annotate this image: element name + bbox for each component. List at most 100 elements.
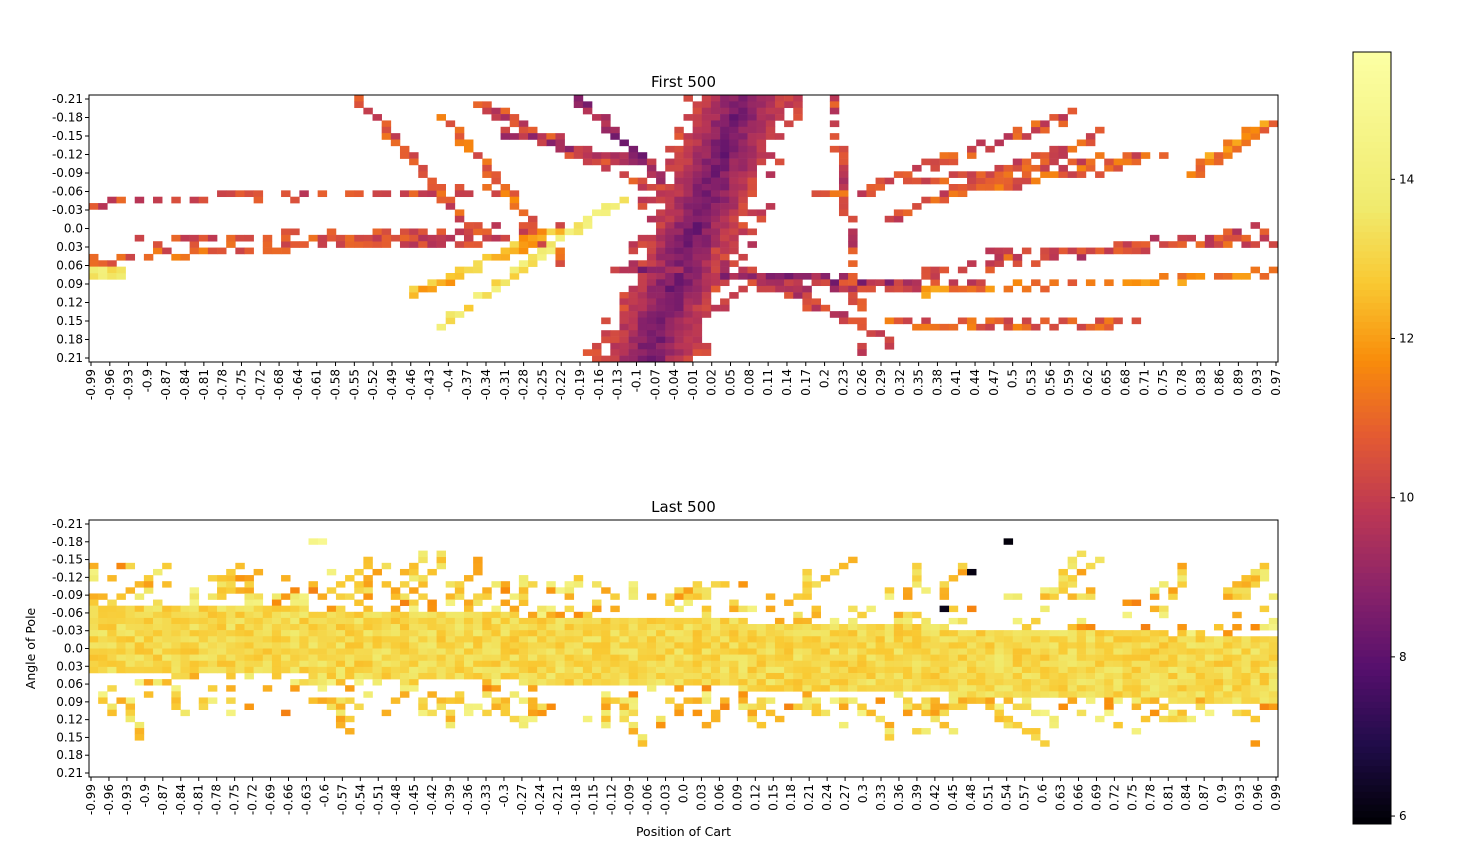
heatmap-cell — [1232, 691, 1242, 698]
heatmap-cell — [189, 617, 200, 625]
heatmap-cell — [573, 617, 584, 625]
colorbar-strip — [1353, 637, 1391, 645]
x-tick-label: -0.68 — [272, 369, 286, 400]
heatmap-cell — [354, 654, 364, 662]
heatmap-cell — [610, 152, 620, 159]
heatmap-cell — [829, 95, 840, 102]
heatmap-cell — [701, 126, 712, 134]
heatmap-cell — [427, 672, 437, 680]
heatmap-cell — [765, 630, 776, 637]
heatmap-cell — [1177, 660, 1187, 668]
heatmap-cell — [710, 215, 721, 223]
heatmap-cell — [637, 241, 648, 248]
heatmap-cell — [957, 648, 968, 655]
x-tick-label: -0.45 — [407, 784, 421, 815]
heatmap-cell — [939, 196, 950, 204]
colorbar-strip — [1353, 682, 1391, 690]
heatmap-cell — [153, 624, 163, 631]
heatmap-cell — [363, 234, 373, 242]
heatmap-cell — [409, 228, 419, 236]
heatmap-cell — [820, 642, 831, 649]
heatmap-cell — [290, 624, 300, 631]
heatmap-cell — [903, 636, 913, 643]
heatmap-cell — [674, 260, 684, 267]
heatmap-cell — [665, 660, 675, 668]
x-tick-label: -0.55 — [347, 369, 361, 400]
heatmap-cell — [1040, 164, 1050, 172]
colorbar-strip — [1353, 58, 1391, 66]
heatmap-cell — [1104, 630, 1114, 637]
heatmap-cell — [1159, 152, 1169, 159]
heatmap-cell — [418, 697, 428, 704]
heatmap-cell — [1095, 126, 1105, 134]
heatmap-cell — [427, 660, 437, 668]
heatmap-cell — [1049, 685, 1059, 692]
heatmap-cell — [162, 611, 172, 619]
heatmap-cell — [1204, 697, 1215, 704]
heatmap-cell — [445, 715, 456, 723]
heatmap-cell — [802, 679, 812, 686]
heatmap-cell — [1040, 691, 1050, 698]
heatmap-cell — [271, 599, 282, 606]
heatmap-cell — [967, 685, 977, 692]
colorbar-strip — [1353, 540, 1391, 548]
heatmap-cell — [893, 215, 904, 223]
heatmap-cell — [528, 642, 538, 649]
heatmap-cell — [683, 190, 693, 198]
x-tick-label: 0.24 — [820, 784, 834, 811]
heatmap-cell — [802, 666, 812, 674]
heatmap-cell — [957, 703, 968, 710]
heatmap-cell — [372, 617, 382, 625]
heatmap-cell — [427, 599, 437, 606]
heatmap-cell — [1031, 660, 1041, 668]
heatmap-cell — [628, 703, 639, 710]
heatmap-cell — [747, 95, 757, 102]
heatmap-cell — [838, 190, 849, 198]
heatmap-cell — [957, 666, 968, 674]
heatmap-cell — [1250, 697, 1261, 704]
heatmap-cell — [473, 568, 483, 576]
heatmap-cell — [948, 660, 959, 668]
heatmap-cell — [235, 636, 245, 643]
heatmap-cell — [1003, 317, 1014, 325]
heatmap-cell — [518, 697, 529, 704]
heatmap-cell — [683, 95, 693, 102]
heatmap-cell — [967, 660, 977, 668]
heatmap-cell — [198, 611, 209, 619]
heatmap-cell — [436, 323, 446, 331]
heatmap-cell — [1003, 642, 1014, 649]
heatmap-cell — [335, 648, 346, 655]
heatmap-cell — [500, 709, 511, 717]
heatmap-cell — [1095, 666, 1105, 674]
heatmap-cell — [1076, 685, 1087, 692]
heatmap-cell — [985, 672, 995, 680]
heatmap-cell — [884, 679, 895, 686]
heatmap-cell — [738, 107, 748, 115]
heatmap-cell — [528, 253, 538, 261]
heatmap-cell — [399, 685, 410, 692]
heatmap-cell — [674, 355, 684, 363]
heatmap-cell — [710, 120, 721, 128]
heatmap-cell — [1131, 279, 1142, 287]
x-tick-label: -0.19 — [573, 369, 587, 400]
x-tick-label: -0.58 — [329, 369, 343, 400]
heatmap-cell — [747, 190, 757, 198]
heatmap-cell — [674, 145, 684, 153]
heatmap-cell — [1250, 691, 1261, 698]
heatmap-cell — [409, 648, 419, 655]
heatmap-cells — [89, 538, 1279, 747]
heatmap-cell — [774, 107, 785, 115]
heatmap-cell — [912, 679, 922, 686]
heatmap-cell — [1232, 234, 1242, 242]
heatmap-cell — [1223, 672, 1233, 680]
heatmap-cell — [930, 158, 940, 166]
heatmap-cell — [500, 636, 511, 643]
heatmap-cell — [116, 654, 126, 662]
heatmap-cell — [528, 648, 538, 655]
heatmap-cell — [326, 679, 337, 686]
heatmap-cell — [948, 672, 959, 680]
heatmap-cell — [683, 184, 693, 191]
heatmap-cell — [281, 624, 291, 631]
heatmap-cell — [427, 617, 437, 625]
heatmap-cell — [765, 273, 776, 280]
